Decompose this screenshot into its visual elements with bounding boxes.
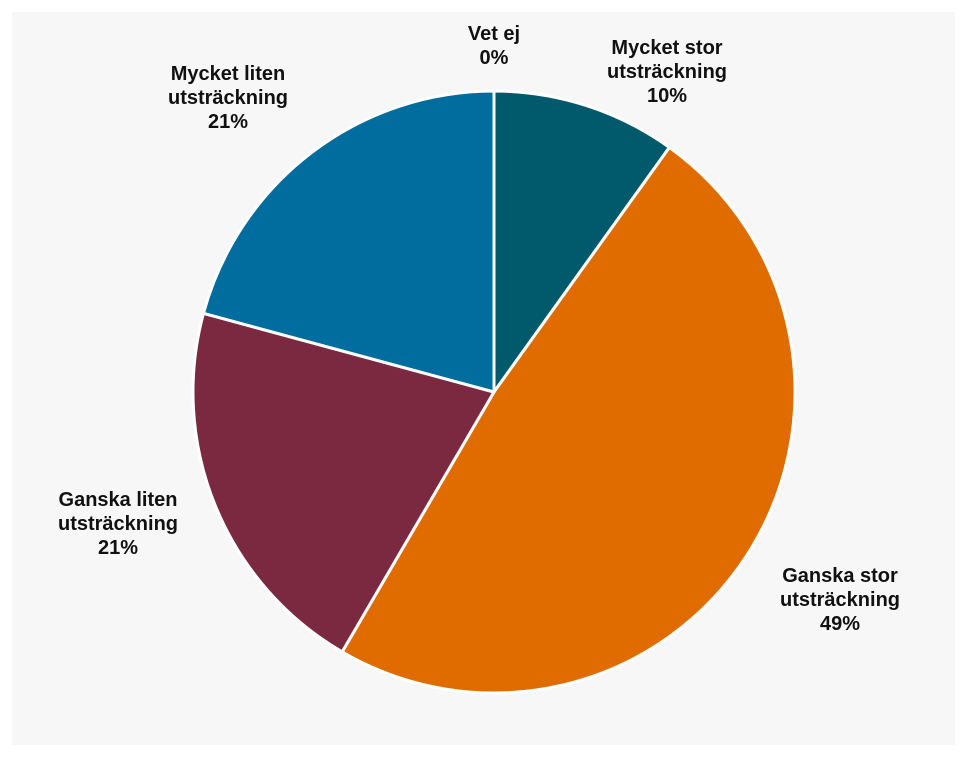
slice-label: Ganska liten utsträckning 21% <box>23 488 213 560</box>
category-label: Vet ej <box>467 23 521 45</box>
value-label: 10% <box>646 85 688 107</box>
pie-slice <box>201 89 496 394</box>
value-label: 0% <box>479 47 509 69</box>
category-label: Mycket stor utsträckning <box>606 37 728 83</box>
value-label: 21% <box>207 111 249 133</box>
slice-label: Ganska stor utsträckning 49% <box>745 564 935 636</box>
value-label: 21% <box>97 537 139 559</box>
slice-label: Mycket stor utsträckning 10% <box>572 36 762 108</box>
category-label: Ganska stor utsträckning <box>779 565 901 611</box>
category-label: Ganska liten utsträckning <box>57 489 179 535</box>
pie-slice <box>340 145 797 695</box>
category-label: Mycket liten utsträckning <box>167 63 289 109</box>
slice-label: Mycket liten utsträckning 21% <box>133 62 323 134</box>
pie-slice <box>492 89 671 394</box>
value-label: 49% <box>819 613 861 635</box>
pie-slice <box>191 311 496 654</box>
slice-label: Vet ej 0% <box>399 22 589 70</box>
